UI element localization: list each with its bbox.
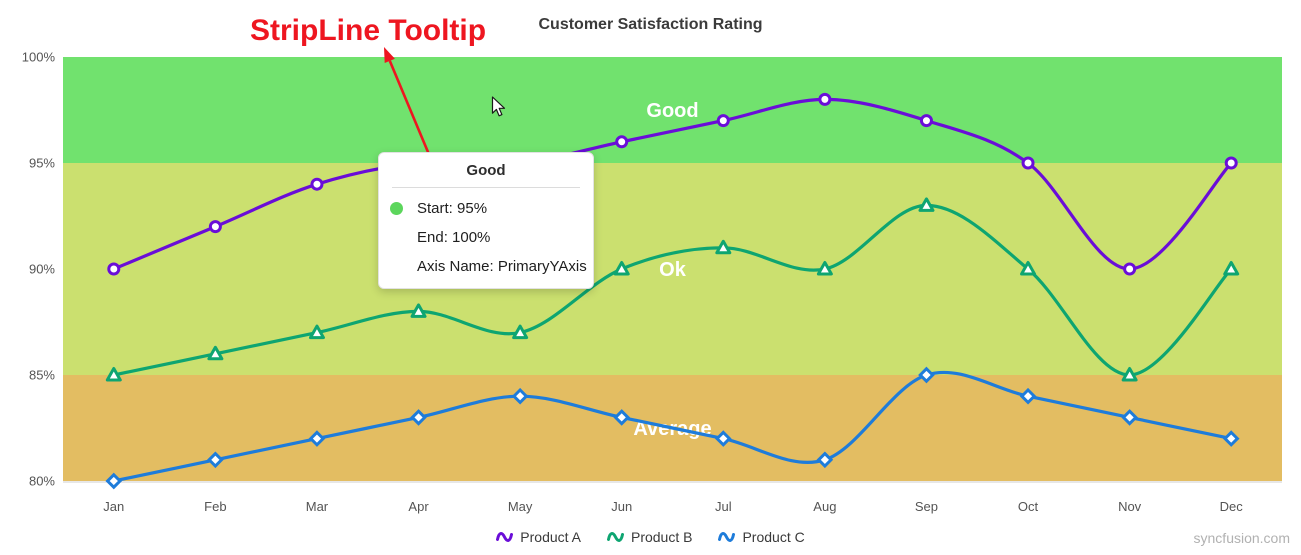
tooltip-row-text: Start: 95% — [417, 200, 488, 217]
x-axis-label: Apr — [408, 499, 429, 514]
mouse-cursor — [491, 96, 506, 117]
legend-label: Product C — [742, 529, 805, 545]
y-axis-label: 90% — [29, 262, 55, 277]
y-axis-label: 80% — [29, 474, 55, 489]
tooltip-title: Good — [466, 162, 506, 179]
marker-circle[interactable] — [1224, 156, 1238, 170]
annotation-arrow — [384, 47, 435, 165]
marker-circle[interactable] — [1123, 262, 1137, 276]
marker-triangle[interactable] — [715, 239, 732, 255]
marker-circle[interactable] — [107, 262, 121, 276]
legend-item-product-a[interactable]: Product A — [496, 529, 581, 545]
x-axis-label: Mar — [306, 499, 329, 514]
marker-triangle[interactable] — [613, 261, 630, 276]
marker-circle[interactable] — [208, 220, 222, 234]
marker-diamond[interactable] — [1222, 430, 1240, 447]
x-axis-label: Oct — [1018, 499, 1039, 514]
x-axis-label: May — [508, 499, 533, 514]
marker-triangle[interactable] — [512, 324, 529, 340]
legend: Product A Product B Product C — [0, 524, 1301, 550]
marker-triangle[interactable] — [308, 324, 325, 340]
marker-diamond[interactable] — [308, 430, 326, 447]
marker-circle[interactable] — [1021, 156, 1035, 170]
marker-triangle[interactable] — [918, 197, 935, 212]
tooltip-row-text: Axis Name: PrimaryYAxis — [417, 258, 587, 275]
marker-circle[interactable] — [716, 114, 730, 128]
marker-circle[interactable] — [310, 177, 324, 191]
series-product-c[interactable] — [105, 366, 1240, 490]
x-axis-label: Jun — [611, 499, 632, 514]
marker-circle[interactable] — [615, 135, 629, 149]
marker-diamond[interactable] — [714, 430, 732, 447]
stripline-label-good: Good — [646, 100, 698, 122]
legend-label: Product A — [520, 529, 581, 545]
page-title: Customer Satisfaction Rating — [538, 16, 763, 33]
marker-diamond[interactable] — [1019, 387, 1037, 405]
stripline-tooltip: Good Start: 95% End: 100% Axis Name: Prima… — [378, 152, 594, 289]
marker-diamond[interactable] — [511, 387, 529, 405]
x-axis-label: Aug — [813, 499, 836, 514]
x-axis-label: Jul — [715, 499, 732, 514]
legend-line-icon — [606, 532, 624, 542]
legend-line-icon — [718, 532, 736, 542]
tooltip-row: Axis Name: PrimaryYAxis — [379, 259, 593, 275]
marker-circle[interactable] — [818, 92, 832, 106]
legend-line-icon — [496, 532, 514, 542]
watermark: syncfusion.com — [1193, 530, 1290, 546]
marker-diamond[interactable] — [613, 409, 631, 426]
tooltip-row-text: End: 100% — [417, 229, 491, 246]
marker-triangle[interactable] — [105, 367, 122, 382]
marker-diamond[interactable] — [1121, 409, 1138, 426]
stripline-ok[interactable] — [63, 163, 1282, 375]
marker-triangle[interactable] — [410, 303, 427, 318]
legend-item-product-c[interactable]: Product C — [718, 529, 805, 545]
x-axis-label: Jan — [103, 499, 124, 514]
tooltip-row: Start: 95% — [379, 201, 593, 217]
legend-item-product-b[interactable]: Product B — [606, 529, 693, 545]
stripline-label-ok: Ok — [659, 259, 687, 281]
marker-diamond[interactable] — [105, 472, 123, 490]
legend-label: Product B — [630, 529, 693, 545]
marker-diamond[interactable] — [410, 409, 427, 426]
tooltip-row: End: 100% — [379, 230, 593, 246]
marker-diamond[interactable] — [207, 451, 224, 469]
series-product-b[interactable] — [105, 197, 1240, 382]
stripline-good[interactable] — [63, 57, 1282, 163]
annotation-label: StripLine Tooltip — [250, 14, 487, 47]
marker-diamond[interactable] — [918, 366, 935, 384]
marker-triangle[interactable] — [207, 345, 224, 361]
x-axis-label: Nov — [1118, 499, 1142, 514]
marker-circle[interactable] — [919, 114, 933, 128]
y-axis-label: 85% — [29, 368, 55, 383]
x-axis-label: Dec — [1220, 499, 1244, 514]
marker-triangle[interactable] — [1020, 261, 1037, 276]
marker-triangle[interactable] — [816, 261, 833, 276]
marker-triangle[interactable] — [1223, 261, 1240, 276]
marker-triangle[interactable] — [1121, 367, 1138, 382]
marker-diamond[interactable] — [816, 451, 834, 469]
y-axis-label: 100% — [22, 50, 56, 65]
tooltip-divider — [392, 187, 580, 188]
y-axis-label: 95% — [29, 156, 55, 171]
x-axis-label: Feb — [204, 499, 226, 514]
x-axis-label: Sep — [915, 499, 938, 514]
tooltip-series-dot — [390, 202, 403, 215]
tooltip-rows: Start: 95% End: 100% Axis Name: PrimaryYAx… — [379, 201, 593, 275]
